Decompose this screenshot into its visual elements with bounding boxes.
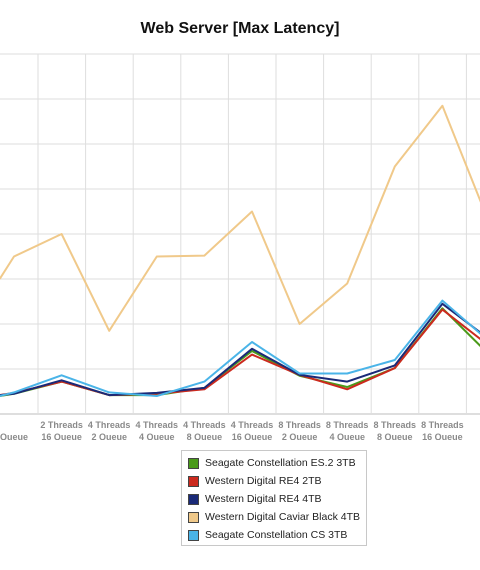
legend-swatch [188, 493, 199, 505]
legend-label: Western Digital Caviar Black 4TB [205, 511, 361, 524]
line-chart: Queue 2 Threads 16 Queue 4 Threads 2 Queue 4 … [0, 53, 480, 440]
x-tick-label: 8 Threads [374, 420, 417, 430]
legend-label: Seagate Constellation CS 3TB [205, 529, 348, 542]
x-tick-label: 4 Queue [139, 432, 175, 440]
x-tick-label: 8 Queue [377, 432, 413, 440]
series-line [0, 308, 480, 397]
legend-label: Western Digital RE4 4TB [205, 493, 322, 506]
x-tick-label: 4 Queue [329, 432, 365, 440]
x-tick-label: 4 Threads [183, 420, 226, 430]
x-tick-label: 8 Threads [421, 420, 464, 430]
series-line [0, 299, 480, 397]
chart-title: Web Server [Max Latency] [140, 20, 340, 37]
legend-entry: Western Digital RE4 2TB [188, 475, 322, 489]
legend-entry: Western Digital Caviar Black 4TB [188, 511, 360, 525]
x-tick-label: 16 Queue [41, 432, 82, 440]
x-tick-label: 2 Threads [40, 420, 83, 430]
legend-label: Seagate Constellation ES.2 3TB [205, 457, 356, 470]
legend-swatch [188, 529, 199, 541]
legend: Seagate Constellation ES.2 3TB Western Di… [181, 450, 367, 546]
legend-label: Western Digital RE4 2TB [205, 475, 322, 488]
legend-swatch [188, 511, 199, 523]
x-tick-label: 2 Queue [282, 432, 318, 440]
x-tick-label: 2 Queue [91, 432, 127, 440]
series-line [0, 104, 480, 332]
x-tick-label: 4 Threads [88, 420, 131, 430]
x-tick-label: 4 Threads [136, 420, 179, 430]
legend-swatch [188, 457, 199, 469]
x-axis-tick-labels: Queue 2 Threads 16 Queue 4 Threads 2 Queue 4 … [0, 420, 464, 440]
x-tick-label: Queue [0, 432, 28, 440]
grid [0, 53, 480, 415]
x-tick-label: 8 Threads [278, 420, 321, 430]
x-tick-label: 4 Threads [231, 420, 274, 430]
legend-entry: Western Digital RE4 4TB [188, 493, 322, 507]
legend-entry: Seagate Constellation ES.2 3TB [188, 457, 356, 471]
x-tick-label: 8 Threads [326, 420, 369, 430]
x-tick-label: 16 Queue [422, 432, 463, 440]
x-tick-label: 8 Queue [187, 432, 223, 440]
legend-swatch [188, 475, 199, 487]
series-line [0, 302, 480, 397]
legend-entry: Seagate Constellation CS 3TB [188, 529, 347, 543]
x-tick-label: 16 Queue [232, 432, 273, 440]
series-lines [0, 104, 480, 397]
